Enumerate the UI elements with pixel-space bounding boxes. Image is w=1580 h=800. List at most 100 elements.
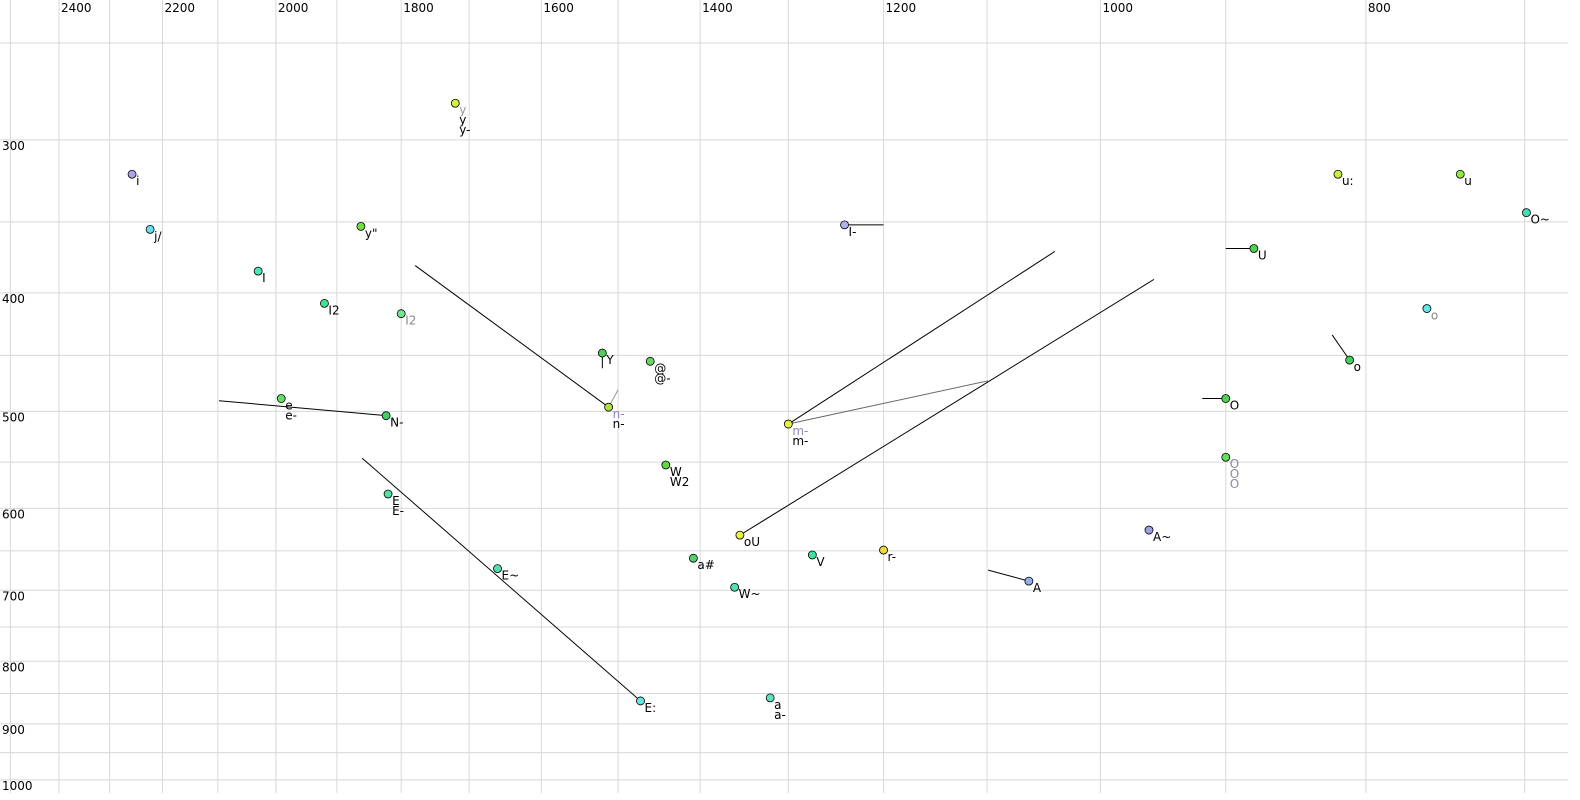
vowel-point: [493, 564, 502, 573]
vowel-label: u: [1464, 174, 1472, 188]
y-tick-label: 900: [2, 723, 25, 737]
vowel-label: I2: [405, 314, 416, 328]
vowel-label: O: [1230, 399, 1239, 413]
vowel-label: W2: [670, 475, 690, 489]
vowel-label: y: [459, 113, 466, 127]
vowel-point: [1144, 525, 1154, 535]
trajectory-line: [788, 250, 1056, 425]
vowel-label: A: [1033, 581, 1042, 595]
vowel-point: [1249, 244, 1259, 253]
vowel-point: [730, 582, 740, 592]
vowel-point: [383, 489, 393, 499]
vowel-label: u:: [1342, 174, 1354, 188]
vowel-label: I: [262, 271, 266, 285]
x-tick-label: 2400: [61, 1, 92, 15]
vowel-label: W: [670, 465, 682, 479]
vowel-label: E-: [392, 504, 404, 518]
y-tick-label: 300: [2, 139, 25, 153]
vowel-point: [276, 394, 286, 403]
vowel-label: i: [136, 174, 139, 188]
vowel-point: [1221, 394, 1231, 403]
vowel-point: [783, 419, 793, 429]
vowel-label: N-: [390, 416, 403, 430]
vowel-label: y-: [459, 123, 470, 137]
vowel-point: [145, 224, 155, 234]
vowel-label: j/: [153, 229, 162, 243]
vowel-point: [396, 309, 406, 319]
vowel-label: y: [459, 103, 466, 117]
vowel-label: e-: [285, 409, 297, 423]
vowel-point: [320, 298, 329, 308]
trajectory-line: [218, 400, 387, 417]
x-tick-label: 1000: [1102, 1, 1133, 15]
vowel-point: [840, 220, 849, 230]
y-tick-label: 700: [2, 589, 25, 603]
vowel-label: O: [1230, 467, 1239, 481]
vowel-label: m-: [792, 434, 808, 448]
vowel-label: n-: [613, 417, 625, 431]
vowel-label: o: [1354, 360, 1361, 374]
vowel-label: y": [365, 226, 378, 240]
vowel-label: @-: [654, 371, 670, 385]
vowel-label: a: [774, 698, 781, 712]
vowel-label: r-: [888, 550, 897, 564]
vowel-label: V: [816, 555, 825, 569]
vowel-point: [765, 693, 775, 703]
vowel-point: [879, 545, 888, 555]
vowel-point: [1455, 169, 1465, 179]
vowel-point: [450, 98, 460, 108]
y-tick-label: 1000: [2, 779, 33, 793]
vowel-label: a#: [697, 558, 714, 572]
trajectory-line: [988, 569, 1030, 582]
vowel-label: E~: [502, 569, 520, 583]
vowel-point: [688, 553, 698, 563]
vowel-label: e: [285, 399, 292, 413]
trajectory-line: [361, 457, 641, 702]
vowel-point: [1024, 576, 1034, 586]
y-tick-label: 600: [2, 507, 25, 521]
vowel-label: m-: [792, 424, 808, 438]
x-tick-label: 1200: [886, 1, 917, 15]
vowel-label: E:: [645, 701, 657, 715]
vowel-label: U: [1258, 249, 1267, 263]
vowel-label: O: [1230, 457, 1239, 471]
x-tick-label: 1800: [403, 1, 434, 15]
vowel-point: [1522, 208, 1531, 218]
vowel-point: [1221, 452, 1231, 462]
vowel-label: E: [392, 494, 400, 508]
vowel-point: [253, 266, 263, 276]
vowel-label: n-: [613, 407, 625, 421]
x-tick-label: 1600: [543, 1, 574, 15]
vowel-label: Y: [605, 353, 614, 367]
vowel-point: [356, 221, 366, 231]
vowel-label: W~: [739, 587, 761, 601]
vowel-point: [645, 356, 655, 366]
vowel-point: [381, 411, 391, 421]
vowel-point: [1333, 169, 1343, 179]
trajectory-line: [739, 278, 1155, 536]
vowel-label: I2: [328, 303, 339, 317]
vowel-label: O: [1230, 477, 1239, 491]
vowel-label: o: [1431, 309, 1438, 323]
vowel-label: A~: [1153, 530, 1171, 544]
y-tick-label: 800: [2, 660, 25, 674]
trajectory-line: [414, 265, 609, 408]
y-tick-label: 500: [2, 410, 25, 424]
y-tick-label: 400: [2, 292, 25, 306]
x-tick-label: 800: [1368, 1, 1391, 15]
vowel-label: a-: [774, 708, 786, 722]
vowel-label: oU: [744, 535, 760, 549]
vowel-point: [636, 696, 645, 706]
trajectory-line: [1331, 334, 1351, 361]
vowel-point: [604, 402, 614, 412]
vowel-point: [661, 460, 671, 470]
x-tick-label: 1400: [702, 1, 733, 15]
vowel-label: @: [654, 361, 666, 375]
vowel-point: [597, 348, 607, 358]
vowel-point: [735, 530, 745, 540]
x-tick-label: 2200: [164, 1, 195, 15]
trajectory-line: [788, 380, 989, 425]
vowel-point: [127, 169, 137, 179]
